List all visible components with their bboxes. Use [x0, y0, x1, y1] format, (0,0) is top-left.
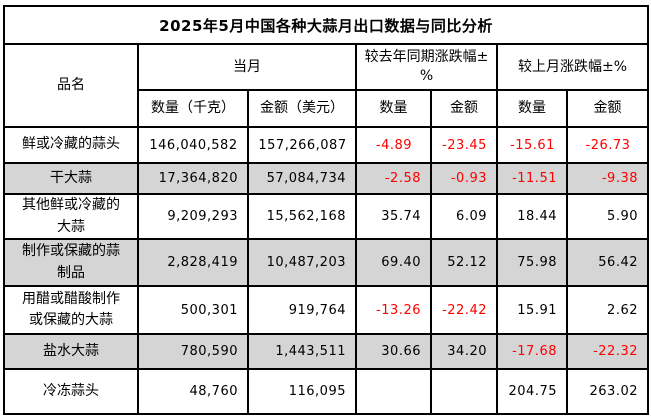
- cell-mom-qty: 75.98: [496, 238, 568, 288]
- header-qty-kg: 数量（千克）: [137, 89, 249, 128]
- cell-amount-usd: 157,266,087: [247, 126, 357, 164]
- header-yoy-change: 较去年同期涨跌幅±%: [355, 43, 498, 91]
- cell-amount-usd: 57,084,734: [247, 162, 357, 195]
- cell-product-name: 制作或保藏的蒜制品: [3, 238, 139, 288]
- table-row: 干大蒜 17,364,820 57,084,734 -2.58 -0.93 -1…: [3, 162, 649, 195]
- table-title: 2025年5月中国各种大蒜月出口数据与同比分析: [3, 5, 649, 45]
- cell-amount-usd: 919,764: [247, 285, 357, 336]
- cell-yoy-qty: 30.66: [355, 333, 432, 371]
- cell-mom-amount: -26.73: [566, 126, 649, 164]
- cell-yoy-amount: [430, 368, 498, 416]
- title-row: 2025年5月中国各种大蒜月出口数据与同比分析: [3, 5, 649, 45]
- cell-amount-usd: 15,562,168: [247, 192, 357, 241]
- cell-qty-kg: 780,590: [137, 333, 249, 371]
- cell-mom-qty: -11.51: [496, 162, 568, 195]
- header-yoy-amount: 金额: [430, 89, 498, 128]
- cell-yoy-amount: 34.20: [430, 333, 498, 371]
- cell-qty-kg: 9,209,293: [137, 192, 249, 241]
- header-amount-usd: 金额（美元）: [247, 89, 357, 128]
- header-product: 品名: [3, 43, 139, 128]
- cell-qty-kg: 17,364,820: [137, 162, 249, 195]
- cell-yoy-qty: [355, 368, 432, 416]
- table-row: 盐水大蒜 780,590 1,443,511 30.66 34.20 -17.6…: [3, 333, 649, 371]
- cell-yoy-amount: -0.93: [430, 162, 498, 195]
- header-mom-qty: 数量: [496, 89, 568, 128]
- cell-product-name: 其他鲜或冷藏的大蒜: [3, 192, 139, 241]
- cell-mom-qty: 204.75: [496, 368, 568, 416]
- cell-amount-usd: 116,095: [247, 368, 357, 416]
- cell-product-name: 盐水大蒜: [3, 333, 139, 371]
- cell-product-name: 用醋或醋酸制作或保藏的大蒜: [3, 285, 139, 336]
- cell-mom-qty: 15.91: [496, 285, 568, 336]
- table-row: 冷冻蒜头 48,760 116,095 204.75 263.02: [3, 368, 649, 416]
- cell-yoy-qty: 69.40: [355, 238, 432, 288]
- cell-mom-amount: 5.90: [566, 192, 649, 241]
- cell-qty-kg: 500,301: [137, 285, 249, 336]
- cell-product-name: 干大蒜: [3, 162, 139, 195]
- cell-yoy-qty: 35.74: [355, 192, 432, 241]
- cell-mom-amount: 263.02: [566, 368, 649, 416]
- garlic-export-table: 2025年5月中国各种大蒜月出口数据与同比分析 品名 当月 较去年同期涨跌幅±%…: [3, 5, 649, 416]
- cell-yoy-amount: 52.12: [430, 238, 498, 288]
- header-mom-amount: 金额: [566, 89, 649, 128]
- table-row: 用醋或醋酸制作或保藏的大蒜 500,301 919,764 -13.26 -22…: [3, 285, 649, 336]
- table-row: 其他鲜或冷藏的大蒜 9,209,293 15,562,168 35.74 6.0…: [3, 192, 649, 241]
- header-row-groups: 品名 当月 较去年同期涨跌幅±% 较上月涨跌幅±%: [3, 43, 649, 128]
- header-mom-change: 较上月涨跌幅±%: [496, 43, 649, 91]
- header-yoy-qty: 数量: [355, 89, 432, 128]
- cell-mom-qty: -17.68: [496, 333, 568, 371]
- cell-mom-qty: -15.61: [496, 126, 568, 164]
- cell-mom-amount: 56.42: [566, 238, 649, 288]
- cell-mom-amount: 2.62: [566, 285, 649, 336]
- cell-mom-amount: -22.32: [566, 333, 649, 371]
- header-current-month: 当月: [137, 43, 357, 91]
- cell-product-name: 冷冻蒜头: [3, 368, 139, 416]
- table-row: 制作或保藏的蒜制品 2,828,419 10,487,203 69.40 52.…: [3, 238, 649, 288]
- cell-yoy-amount: 6.09: [430, 192, 498, 241]
- cell-yoy-qty: -2.58: [355, 162, 432, 195]
- header-row-units: 数量（千克） 金额（美元） 数量 金额 数量 金额: [4, 89, 649, 128]
- cell-yoy-amount: -23.45: [430, 126, 498, 164]
- cell-qty-kg: 2,828,419: [137, 238, 249, 288]
- cell-yoy-qty: -4.89: [355, 126, 432, 164]
- cell-qty-kg: 48,760: [137, 368, 249, 416]
- cell-mom-qty: 18.44: [496, 192, 568, 241]
- cell-qty-kg: 146,040,582: [137, 126, 249, 164]
- cell-yoy-qty: -13.26: [355, 285, 432, 336]
- cell-amount-usd: 10,487,203: [247, 238, 357, 288]
- cell-product-name: 鲜或冷藏的蒜头: [3, 126, 139, 164]
- cell-yoy-amount: -22.42: [430, 285, 498, 336]
- cell-mom-amount: -9.38: [566, 162, 649, 195]
- table-row: 鲜或冷藏的蒜头 146,040,582 157,266,087 -4.89 -2…: [3, 126, 649, 164]
- cell-amount-usd: 1,443,511: [247, 333, 357, 371]
